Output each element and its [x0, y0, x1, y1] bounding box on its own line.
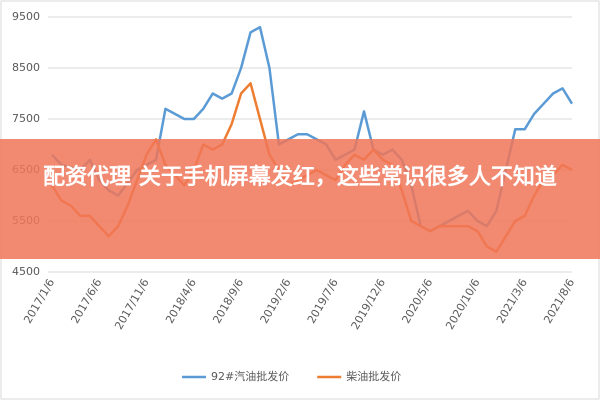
y-tick-label: 8500	[12, 61, 40, 74]
legend-label: 柴油批发价	[346, 369, 401, 383]
y-tick-label: 7500	[12, 112, 40, 125]
y-tick-label: 9500	[12, 10, 40, 23]
banner-title: 配资代理 关于手机屏幕发红，这些常识很多人不知道	[43, 165, 557, 190]
y-tick-label: 4500	[12, 265, 40, 278]
banner	[0, 139, 600, 259]
legend-label: 92#汽油批发价	[211, 369, 289, 383]
